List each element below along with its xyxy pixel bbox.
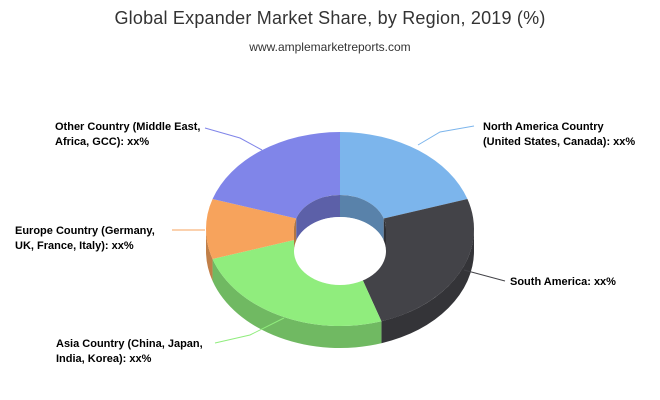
chart-title: Global Expander Market Share, by Region,…: [114, 8, 546, 28]
slice-hole-wall-europe-1: [294, 218, 297, 251]
slice-side-europe: [206, 229, 213, 281]
data-label-south-america: South America: xx%: [510, 276, 616, 288]
hole-bottom: [294, 217, 386, 285]
slice-hole-wall-other-1: [296, 195, 340, 241]
connector-other: [204, 127, 263, 151]
slice-europe: [206, 199, 297, 259]
data-label-other: Other Country (Middle East, Africa, GCC)…: [55, 121, 201, 148]
slice-side-south-america: [381, 229, 474, 344]
slice-other: [212, 132, 340, 219]
connector-south-america: [463, 269, 506, 282]
chart-subtitle: www.amplemarketreports.com: [249, 40, 411, 54]
connector-asia: [214, 317, 285, 344]
slice-side-asia: [212, 258, 382, 348]
slice-hole-wall-south-america-0: [383, 218, 386, 251]
data-label-asia: Asia Country (China, Japan, India, Korea…: [56, 338, 203, 365]
slice-hole-wall-north-america-0: [340, 195, 384, 241]
connector-north-america: [417, 125, 475, 146]
slice-asia: [212, 239, 382, 326]
data-label-north-america: North America Country (United States, Ca…: [483, 121, 636, 148]
data-label-europe: Europe Country (Germany, UK, France, Ita…: [15, 225, 155, 252]
slice-south-america: [354, 199, 474, 322]
slice-north-america: [340, 132, 468, 219]
